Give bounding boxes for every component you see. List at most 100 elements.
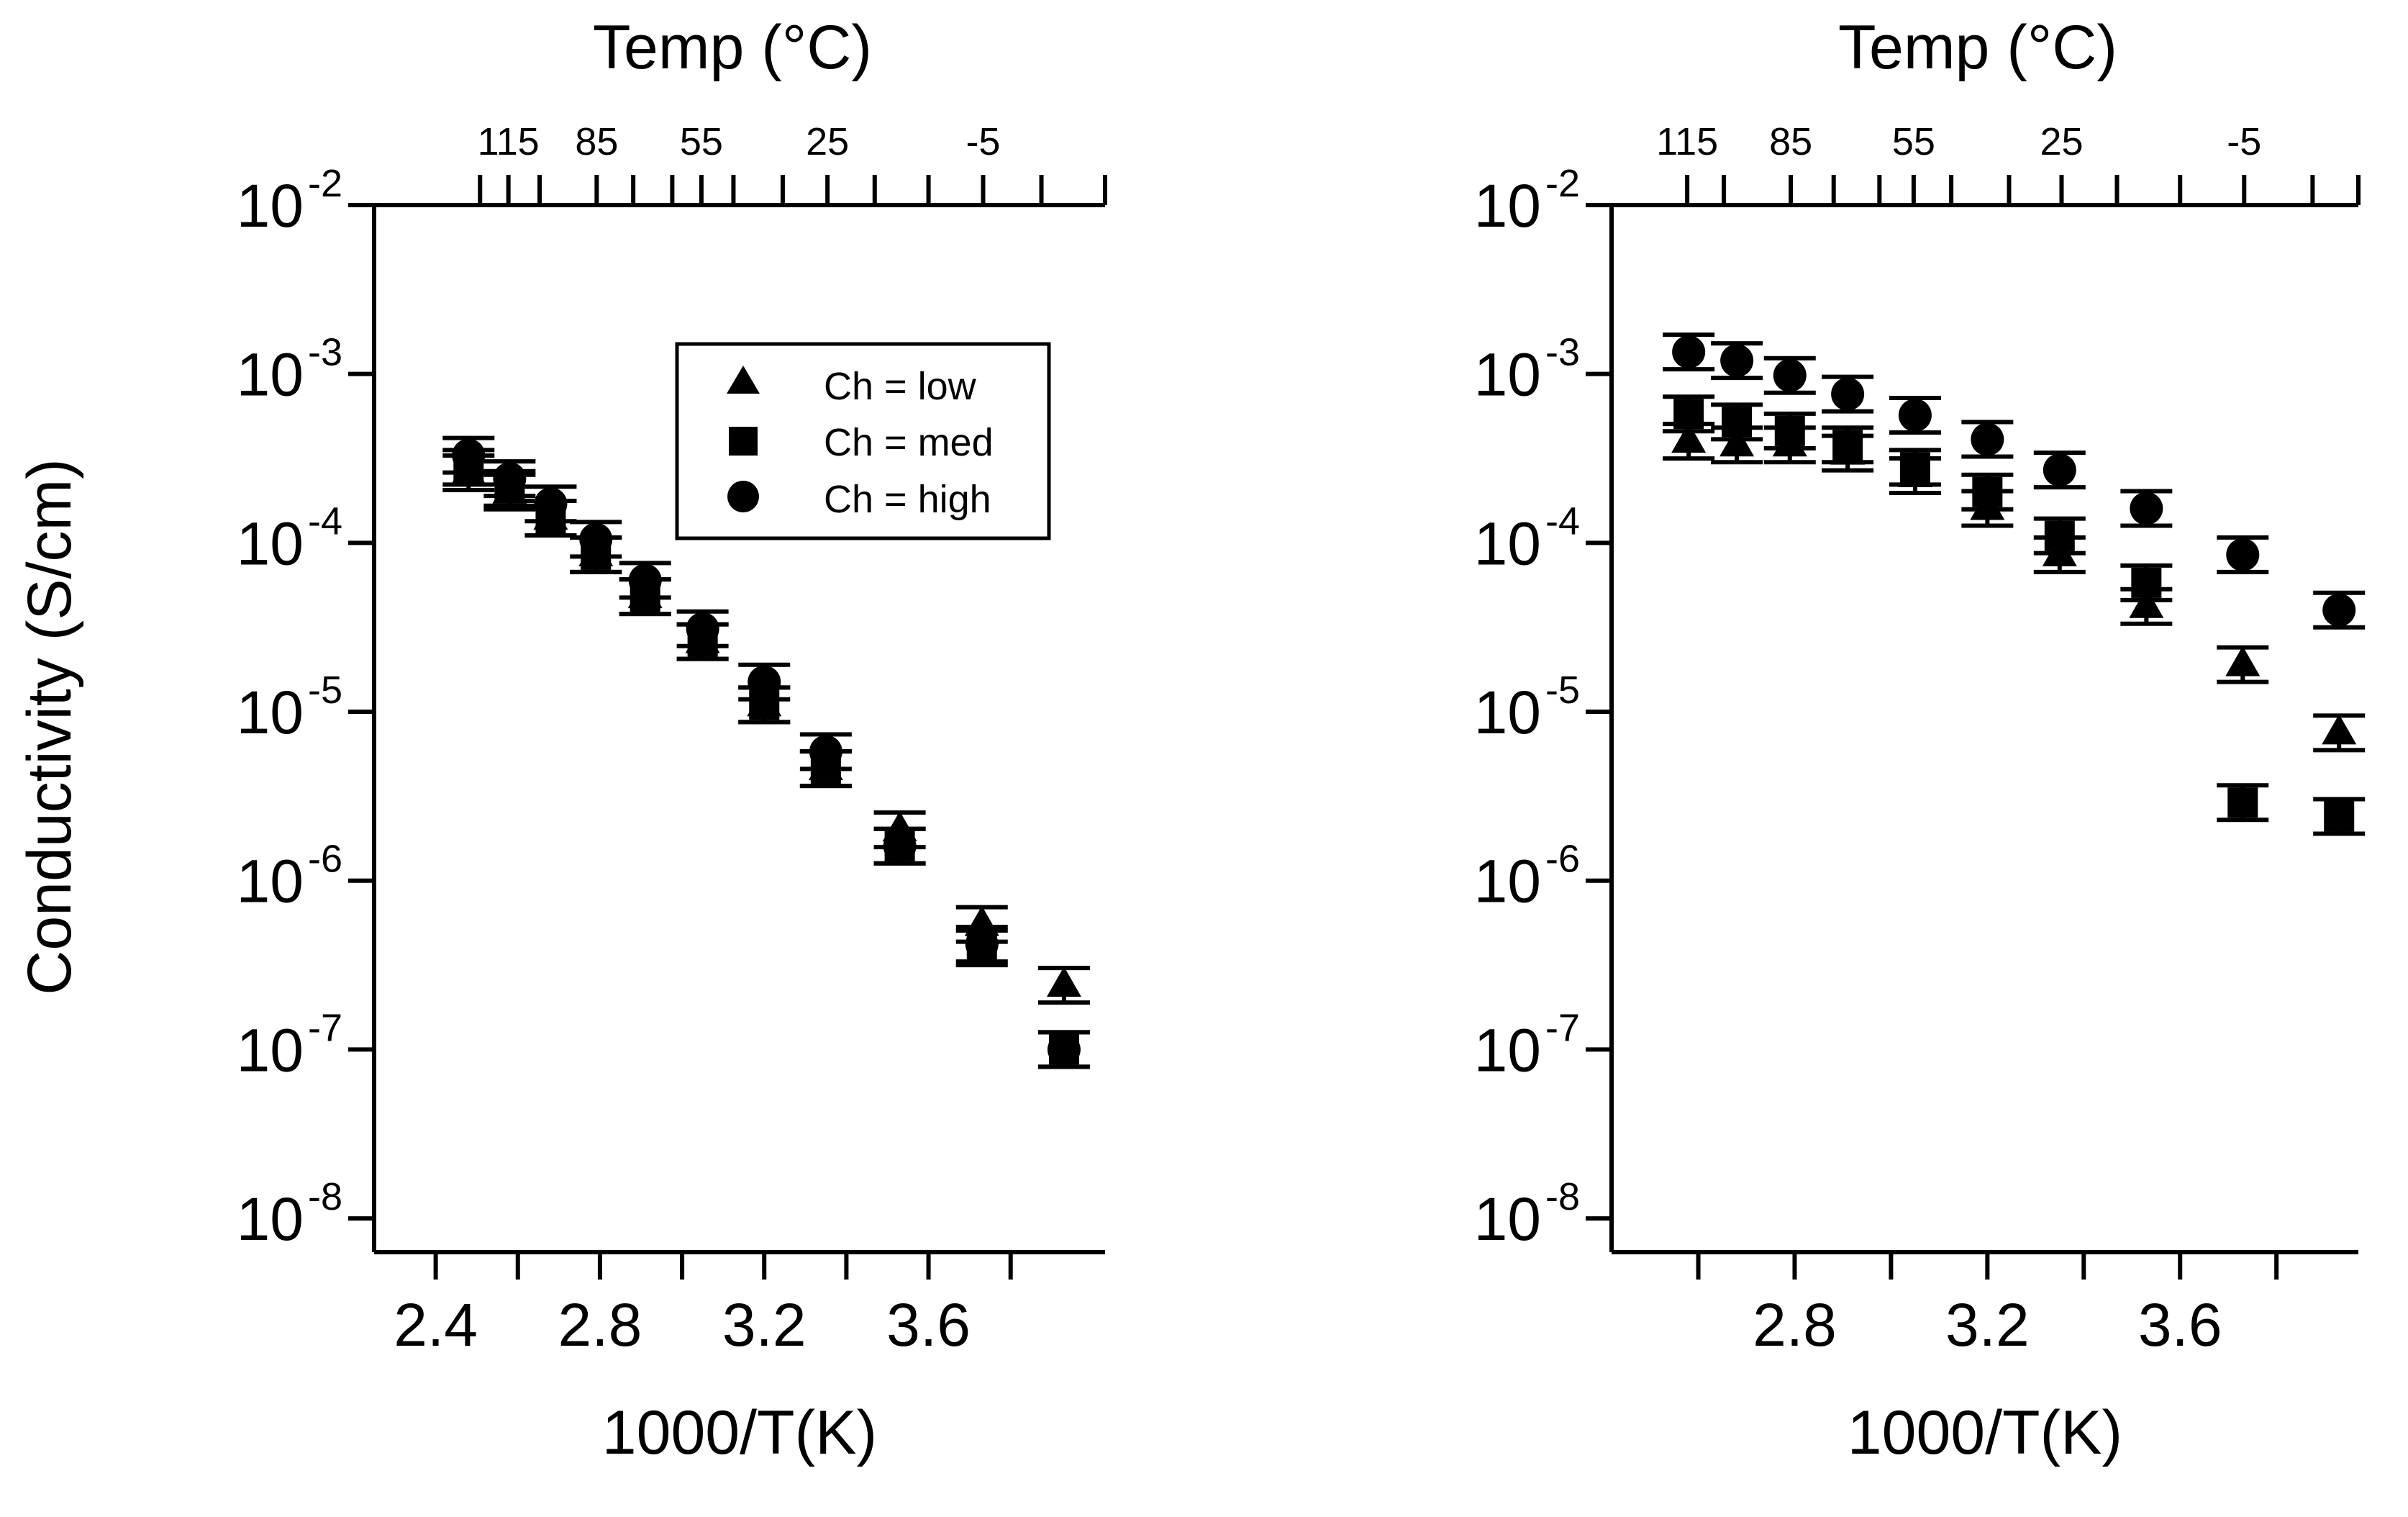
data-point-circle (579, 522, 613, 556)
legend-square-marker (729, 427, 758, 456)
data-point-circle (1898, 398, 1932, 432)
data-point-triangle (2322, 714, 2357, 745)
y-tick-label-exponent: -7 (1545, 1006, 1580, 1049)
data-point-square (1972, 476, 2003, 507)
data-point-square (1832, 430, 1863, 461)
top-tick-label: 85 (1769, 120, 1812, 163)
series-square (1663, 394, 2366, 836)
data-point-triangle (2129, 587, 2164, 618)
y-tick-label-exponent: -3 (308, 331, 342, 374)
y-tick-label-base: 10 (1474, 1185, 1541, 1253)
legend-entry-med: Ch = med (729, 421, 994, 464)
legend-label-high: Ch = high (824, 478, 991, 521)
legend-label-med: Ch = med (824, 421, 994, 464)
right-panel: 10-210-310-410-510-610-710 -82.8 3.2 3.6100… (1474, 13, 2366, 1467)
y-tick-label-base: 10 (1474, 679, 1541, 746)
y-tick-label-base: 10 (1474, 341, 1541, 409)
top-axis-label: Temp (°C) (1838, 13, 2117, 82)
y-tick-label-base: 10 (237, 341, 304, 409)
x-tick-label: 3.2 (1945, 1291, 2030, 1359)
data-point-square (1722, 407, 1753, 438)
top-tick-label: -5 (2227, 120, 2261, 163)
data-point-circle (2322, 593, 2356, 627)
data-point-circle (1773, 358, 1807, 392)
left-panel: 10-210-310-410-510-610-710 -82.4 2.8 3.2 3.6… (237, 13, 1107, 1467)
legend-entry-low: Ch = low (727, 365, 977, 408)
data-point-square (2131, 567, 2162, 598)
data-point-square (1899, 452, 1930, 483)
y-tick-label-base: 10 (237, 848, 304, 915)
data-point-square (2227, 787, 2258, 818)
data-point-triangle (2225, 646, 2261, 676)
top-tick-label: 55 (1892, 120, 1935, 163)
y-tick-label-exponent: -6 (308, 838, 342, 881)
x-tick-label: 2.4 (394, 1291, 478, 1359)
data-point-circle (965, 928, 999, 961)
x-tick-label: 3.2 (722, 1291, 807, 1359)
series-circle (1663, 332, 2366, 630)
y-tick-label-base: 10 (237, 510, 304, 577)
top-tick-label: 115 (478, 120, 540, 163)
y-tick-label-exponent: -3 (1545, 331, 1580, 374)
data-point-square (2324, 801, 2355, 832)
data-point-circle (1720, 344, 1754, 378)
y-tick-label-exponent: -2 (1545, 162, 1580, 205)
y-tick-label-exponent: -8 (1545, 1175, 1580, 1218)
y-tick-label-base: 10 (237, 1016, 304, 1084)
y-tick-label-exponent: -4 (1545, 499, 1580, 543)
data-point-circle (686, 612, 719, 646)
top-tick-label: -5 (966, 120, 1000, 163)
data-point-triangle (1046, 966, 1081, 997)
data-point-circle (2043, 453, 2076, 487)
x-axis-label: 1000/T(K) (602, 1398, 877, 1467)
data-point-circle (883, 829, 917, 863)
data-point-circle (2130, 492, 2163, 525)
data-point-circle (452, 438, 486, 472)
shared-y-axis-label: Conductivity (S/cm) (15, 458, 84, 995)
data-point-circle (2226, 538, 2260, 571)
top-tick-label: 55 (680, 120, 723, 163)
y-tick-label-base: 10 (237, 679, 304, 746)
y-tick-label-base: 10 (1474, 848, 1541, 915)
data-point-circle (534, 487, 568, 521)
y-tick-label-exponent: -6 (1545, 838, 1580, 881)
top-tick-label: 115 (1656, 120, 1718, 163)
legend: Ch = low Ch = med Ch = high (675, 342, 1051, 540)
y-tick-label-exponent: -2 (308, 162, 342, 205)
y-tick-label-base: 10 (1474, 1016, 1541, 1084)
data-point-circle (493, 462, 527, 496)
x-tick-label: 3.6 (2138, 1291, 2222, 1359)
top-tick-label: 25 (2040, 120, 2083, 163)
data-point-circle (1047, 1033, 1081, 1067)
top-tick-label: 85 (575, 120, 618, 163)
series-circle (442, 435, 1090, 1069)
y-tick-label-exponent: -7 (308, 1006, 342, 1049)
data-point-circle (748, 665, 781, 699)
y-tick-label-exponent: -5 (308, 669, 342, 712)
data-point-circle (809, 735, 842, 769)
data-point-square (1673, 399, 1704, 430)
legend-triangle-marker (727, 366, 760, 394)
data-point-square (2044, 520, 2075, 551)
y-tick-label-base: 10 (1474, 172, 1541, 240)
legend-label-low: Ch = low (824, 365, 977, 408)
y-tick-label-exponent: -5 (1545, 669, 1580, 712)
data-point-circle (628, 563, 662, 597)
y-tick-label-base: 10 (237, 172, 304, 240)
x-tick-label: 3.6 (886, 1291, 971, 1359)
legend-entry-high: Ch = high (727, 478, 991, 521)
data-point-circle (1971, 422, 2004, 456)
data-point-circle (1831, 377, 1865, 411)
x-axis-label: 1000/T(K) (1848, 1398, 2122, 1467)
y-tick-label-base: 10 (1474, 510, 1541, 577)
y-tick-label-base: 10 (237, 1185, 304, 1253)
y-tick-label-exponent: -4 (308, 499, 342, 543)
x-tick-label: 2.8 (1753, 1291, 1837, 1359)
legend-circle-marker (727, 481, 759, 512)
y-tick-label-exponent: -8 (308, 1175, 342, 1218)
top-axis-label: Temp (°C) (593, 13, 872, 82)
x-tick-label: 2.8 (558, 1291, 642, 1359)
data-point-triangle (1671, 422, 1707, 453)
